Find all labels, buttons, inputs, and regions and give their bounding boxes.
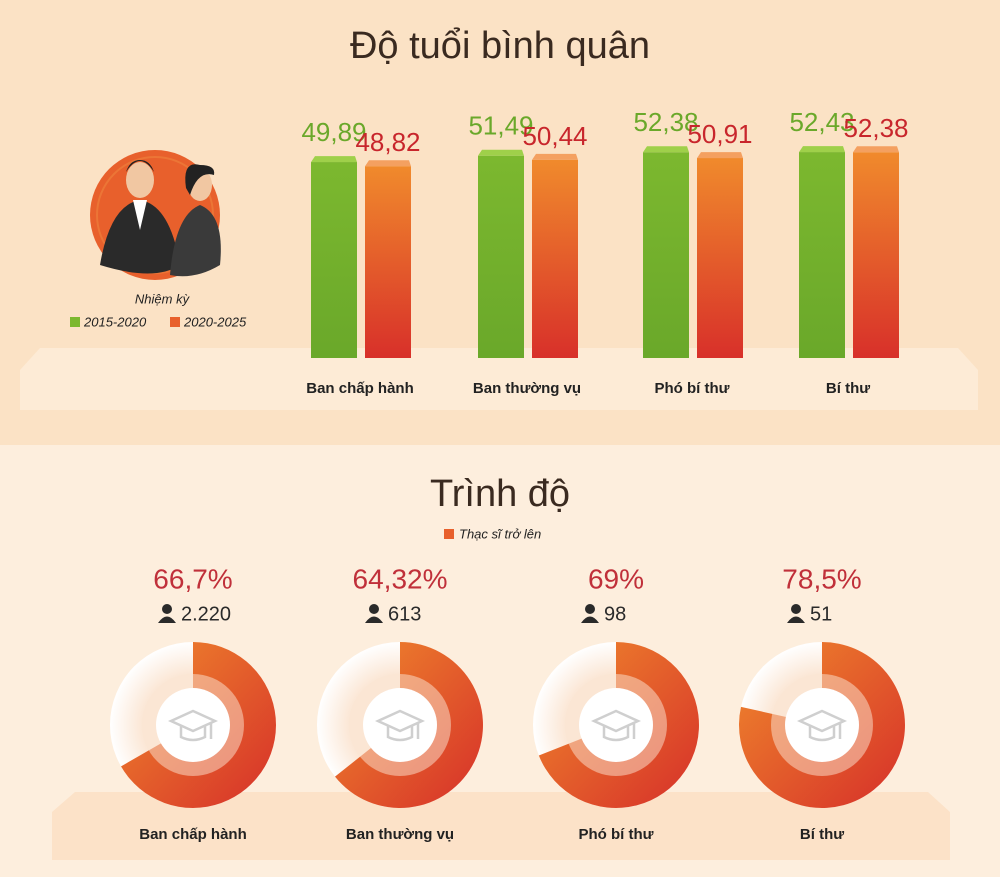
legend-swatch (444, 529, 454, 539)
value-label: 50,91 (687, 119, 752, 149)
value-label: 64,32% (353, 563, 448, 594)
chart-title: Trình độ (430, 473, 570, 515)
bar (853, 152, 899, 358)
bar-top (365, 160, 411, 167)
x-tick-label: Ban chấp hành (139, 826, 247, 843)
platform (52, 792, 950, 860)
value-label: 48,82 (355, 127, 420, 157)
value-label: 78,5% (782, 563, 861, 594)
x-tick-label: Bí thư (826, 380, 870, 397)
legend-swatch (70, 317, 80, 327)
bar (799, 152, 845, 358)
user-icon (581, 616, 599, 623)
user-icon (365, 616, 383, 623)
value-label: 52,38 (843, 113, 908, 143)
legend-label: 2015-2020 (83, 314, 147, 329)
x-tick-label: Phó bí thư (654, 380, 729, 397)
bar-top (311, 156, 357, 163)
cap-icon (374, 709, 426, 742)
bar (532, 159, 578, 358)
bar (697, 158, 743, 358)
bar-top (643, 146, 689, 153)
bar-top (697, 152, 743, 159)
value-label: 69% (588, 563, 644, 594)
bar (478, 155, 524, 358)
count-label: 98 (604, 603, 626, 625)
user-icon (791, 604, 801, 614)
bar (365, 166, 411, 358)
count-label: 51 (810, 603, 832, 625)
donut-hole (785, 688, 859, 762)
bar (311, 162, 357, 358)
donut-hole (156, 688, 230, 762)
x-tick-label: Phó bí thư (578, 826, 653, 843)
platform (20, 348, 978, 410)
value-label: 52,38 (633, 107, 698, 137)
cap-icon (590, 709, 642, 742)
bar-top (478, 149, 524, 156)
x-tick-label: Ban thường vụ (473, 380, 581, 397)
user-icon (158, 616, 176, 623)
donut-hole (363, 688, 437, 762)
value-label: 51,49 (468, 111, 533, 141)
value-label: 66,7% (153, 563, 232, 594)
x-tick-label: Ban chấp hành (306, 380, 414, 397)
user-icon (369, 604, 379, 614)
bar-top (853, 146, 899, 153)
value-label: 52,43 (789, 107, 854, 137)
value-label: 50,44 (522, 121, 587, 151)
user-icon (162, 604, 172, 614)
user-icon (585, 604, 595, 614)
legend-label: 2020-2025 (183, 314, 247, 329)
user-icon (787, 616, 805, 623)
count-label: 613 (388, 603, 421, 625)
bar-top (799, 146, 845, 153)
donut-hole (579, 688, 653, 762)
count-label: 2.220 (181, 603, 231, 625)
legend-label: Thạc sĩ trở lên (459, 526, 541, 541)
legend-title: Nhiệm kỳ (135, 291, 191, 306)
people-icon (90, 150, 221, 280)
x-tick-label: Ban thường vụ (346, 826, 454, 843)
cap-icon (167, 709, 219, 742)
value-label: 49,89 (301, 117, 366, 147)
chart-title: Độ tuổi bình quân (350, 25, 650, 67)
cap-icon (796, 709, 848, 742)
x-tick-label: Bí thư (800, 826, 844, 843)
legend-swatch (170, 317, 180, 327)
bar (643, 152, 689, 358)
bar-top (532, 153, 578, 160)
